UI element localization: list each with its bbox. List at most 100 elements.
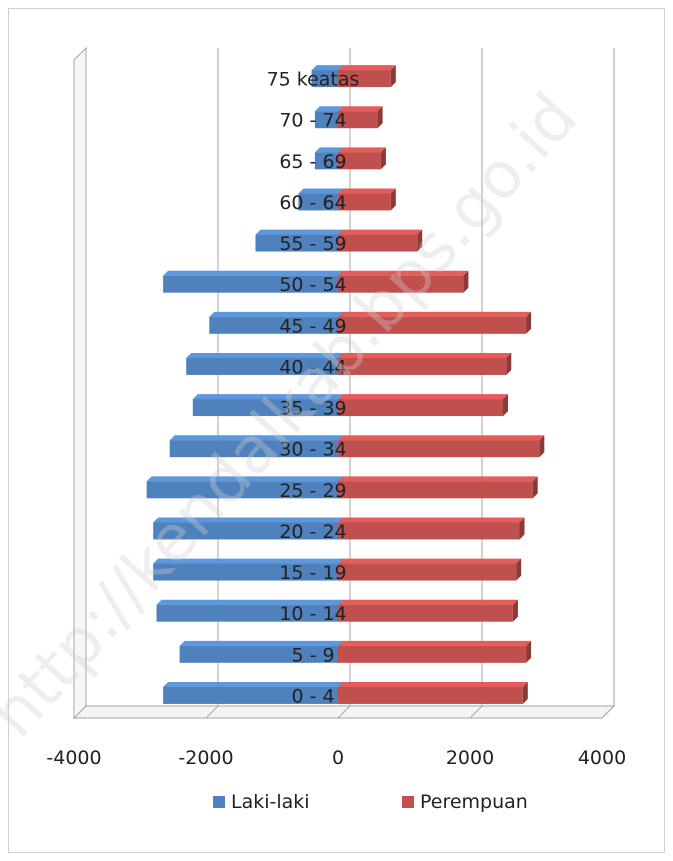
x-tick-labels: -4000 -2000 0 2000 4000 [46, 747, 626, 769]
bar-top-perempuan-50-54 [338, 270, 469, 276]
bar-top-perempuan-15-19 [338, 558, 522, 564]
bars [146, 65, 545, 704]
bar-top-laki-laki-50-54 [163, 270, 343, 276]
bar-laki-laki-20-24 [153, 522, 338, 540]
gridline-foot-0 [337, 705, 351, 719]
category-label-55-59: 55 - 59 [279, 233, 346, 255]
bar-side-perempuan-0-4 [522, 681, 528, 704]
bar-perempuan-5-9 [338, 645, 527, 663]
bar-side-perempuan-50-54 [463, 270, 469, 293]
bar-laki-laki-75-keatas [311, 70, 338, 88]
bar-perempuan-10-14 [338, 604, 513, 622]
bar-perempuan-20-24 [338, 522, 520, 540]
category-label-75-keatas: 75 keatas [267, 69, 360, 91]
bar-perempuan-0-4 [338, 686, 523, 704]
bar-perempuan-70-74 [338, 111, 378, 129]
bar-top-perempuan-75-keatas [338, 65, 396, 71]
category-label-25-29: 25 - 29 [279, 480, 346, 502]
bar-top-laki-laki-35-39 [192, 394, 343, 400]
gridline-foot-2000 [469, 705, 483, 719]
bar-top-perempuan-60-64 [338, 188, 396, 194]
bar-perempuan-35-39 [338, 399, 503, 417]
x-tick-label: 2000 [446, 747, 494, 769]
bar-top-perempuan-0-4 [338, 681, 528, 687]
bar-laki-laki-70-74 [314, 111, 338, 129]
bar-top-laki-laki-55-59 [255, 229, 343, 235]
bar-laki-laki-45-49 [209, 316, 338, 334]
x-tick-label: -2000 [178, 747, 233, 769]
bar-side-perempuan-45-49 [526, 311, 532, 334]
bar-side-perempuan-65-69 [380, 147, 386, 170]
legend: Laki-laki Perempuan [213, 791, 528, 813]
bar-top-laki-laki-40-44 [186, 352, 343, 358]
bar-side-perempuan-20-24 [519, 517, 525, 540]
bar-top-laki-laki-45-49 [209, 311, 343, 317]
bar-top-laki-laki-30-34 [169, 435, 343, 441]
bar-top-laki-laki-5-9 [179, 640, 343, 646]
bar-laki-laki-60-64 [298, 193, 338, 211]
bar-perempuan-55-59 [338, 234, 418, 252]
category-label-70-74: 70 - 74 [279, 110, 346, 132]
bar-laki-laki-50-54 [163, 275, 338, 293]
chart-side-wall [73, 46, 87, 720]
category-label-65-69: 65 - 69 [279, 151, 346, 173]
bar-side-perempuan-10-14 [512, 599, 518, 622]
bar-side-perempuan-55-59 [417, 229, 423, 252]
bar-top-laki-laki-25-29 [146, 476, 343, 482]
legend-swatch-laki-laki [213, 796, 225, 808]
bar-top-laki-laki-70-74 [314, 106, 343, 112]
category-label-5-9: 5 - 9 [291, 644, 334, 666]
bar-side-perempuan-15-19 [516, 558, 522, 581]
bar-laki-laki-15-19 [153, 563, 338, 581]
category-label-0-4: 0 - 4 [291, 685, 334, 707]
bar-top-perempuan-35-39 [338, 394, 508, 400]
bar-top-perempuan-70-74 [338, 106, 383, 112]
category-labels: 0 - 4 5 - 9 10 - 14 15 - 19 20 - 24 25 - 29 30… [267, 69, 360, 708]
x-tick-label: 0 [332, 747, 344, 769]
category-label-35-39: 35 - 39 [279, 398, 346, 420]
legend-label-perempuan: Perempuan [420, 791, 528, 813]
bar-side-perempuan-5-9 [526, 640, 532, 663]
bar-perempuan-45-49 [338, 316, 527, 334]
bar-top-perempuan-45-49 [338, 311, 532, 317]
bar-side-perempuan-25-29 [532, 476, 538, 499]
bar-top-laki-laki-65-69 [314, 147, 343, 153]
bar-perempuan-60-64 [338, 193, 391, 211]
category-label-20-24: 20 - 24 [279, 521, 346, 543]
bar-side-perempuan-70-74 [377, 106, 383, 129]
x-tick-label: 4000 [578, 747, 626, 769]
bar-top-perempuan-55-59 [338, 229, 423, 235]
bar-side-perempuan-35-39 [503, 394, 508, 417]
bar-perempuan-50-54 [338, 275, 464, 293]
bar-top-perempuan-25-29 [338, 476, 538, 482]
bar-top-laki-laki-60-64 [298, 188, 343, 194]
bar-laki-laki-40-44 [186, 357, 338, 375]
bar-top-perempuan-20-24 [338, 517, 525, 523]
bar-perempuan-40-44 [338, 357, 507, 375]
category-label-60-64: 60 - 64 [279, 192, 346, 214]
legend-swatch-perempuan [402, 796, 414, 808]
bar-perempuan-65-69 [338, 152, 381, 170]
bar-laki-laki-65-69 [314, 152, 338, 170]
bar-top-perempuan-5-9 [338, 640, 532, 646]
bar-laki-laki-30-34 [169, 440, 338, 458]
bar-laki-laki-10-14 [156, 604, 338, 622]
category-label-50-54: 50 - 54 [279, 274, 346, 296]
category-label-30-34: 30 - 34 [279, 439, 346, 461]
bar-top-laki-laki-15-19 [153, 558, 343, 564]
category-label-15-19: 15 - 19 [279, 562, 346, 584]
bar-side-perempuan-40-44 [506, 352, 512, 375]
bar-laki-laki-55-59 [255, 234, 338, 252]
bar-perempuan-30-34 [338, 440, 540, 458]
bar-perempuan-25-29 [338, 481, 533, 499]
bar-side-perempuan-30-34 [539, 435, 545, 458]
category-label-40-44: 40 - 44 [279, 356, 346, 378]
bar-top-perempuan-65-69 [338, 147, 386, 153]
bar-laki-laki-5-9 [179, 645, 338, 663]
bar-top-laki-laki-10-14 [156, 599, 343, 605]
category-label-10-14: 10 - 14 [279, 603, 346, 625]
x-tick-label: -4000 [46, 747, 101, 769]
bar-perempuan-15-19 [338, 563, 517, 581]
bar-top-laki-laki-20-24 [153, 517, 343, 523]
